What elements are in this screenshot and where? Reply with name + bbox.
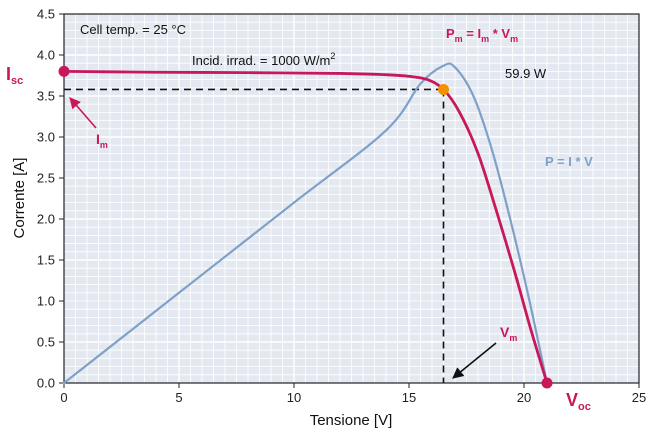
x-tick-label: 15 (402, 390, 416, 405)
isc-main: I (6, 64, 11, 84)
y-tick-label: 4.5 (37, 7, 55, 22)
voc-label: Voc (566, 390, 591, 413)
vm-sub: m (509, 333, 517, 343)
y-tick-label: 1.5 (37, 253, 55, 268)
plot-frame (63, 13, 640, 384)
x-tick-label: 25 (632, 390, 646, 405)
im-main: I (96, 131, 100, 147)
voc-sub: oc (578, 401, 591, 413)
pm-formula-times: * V (489, 26, 510, 41)
irradiance-note: Incid. irrad. = 1000 W/m2 (192, 51, 335, 68)
y-tick-label: 2.0 (37, 212, 55, 227)
pm-formula-sub1: m (455, 34, 463, 44)
vm-main: V (500, 324, 510, 340)
x-axis-ticks: 0 5 10 15 20 25 (60, 383, 646, 405)
pm-formula-sub3: m (510, 34, 518, 44)
vm-arrow (452, 342, 497, 379)
voc-main: V (566, 390, 578, 410)
y-tick-label: 0.5 (37, 335, 55, 350)
x-tick-label: 0 (60, 390, 67, 405)
x-tick-label: 5 (175, 390, 182, 405)
x-tick-label: 20 (517, 390, 531, 405)
y-axis-title: Corrente [A] (11, 158, 28, 239)
pm-formula-sub2: m (481, 34, 489, 44)
cell-temp-note: Cell temp. = 25 °C (80, 22, 186, 37)
y-tick-label: 0.0 (37, 376, 55, 391)
irradiance-text: Incid. irrad. = 1000 W/m (192, 53, 330, 68)
isc-sub: sc (11, 75, 23, 87)
isc-label: Isc (6, 64, 23, 87)
y-tick-label: 3.0 (37, 130, 55, 145)
power-curve (62, 62, 549, 385)
y-axis-ticks: 0.0 0.5 1.0 1.5 2.0 2.5 3.0 3.5 4.0 4.5 (37, 7, 64, 391)
y-tick-label: 4.0 (37, 48, 55, 63)
x-tick-label: 10 (287, 390, 301, 405)
pm-formula: Pm = Im * Vm (446, 26, 518, 44)
irradiance-superscript: 2 (330, 51, 335, 61)
max-power-point (438, 83, 449, 95)
current-curve (62, 70, 549, 385)
y-tick-label: 1.0 (37, 294, 55, 309)
x-axis-title: Tensione [V] (310, 412, 393, 429)
power-formula: P = I * V (545, 154, 593, 169)
y-tick-label: 3.5 (37, 89, 55, 104)
im-sub: m (100, 140, 108, 150)
pm-formula-p: P (446, 26, 455, 41)
im-arrow (69, 97, 97, 129)
series-layer (62, 62, 549, 385)
voc-point (541, 377, 553, 389)
pm-formula-eq: = I (463, 26, 481, 41)
max-power-value: 59.9 W (505, 66, 547, 81)
vm-label: Vm (500, 324, 517, 343)
points-layer (58, 65, 553, 389)
max-power-guides (64, 88, 445, 383)
im-label: Im (96, 131, 108, 150)
y-tick-label: 2.5 (37, 171, 55, 186)
isc-point (58, 65, 70, 77)
